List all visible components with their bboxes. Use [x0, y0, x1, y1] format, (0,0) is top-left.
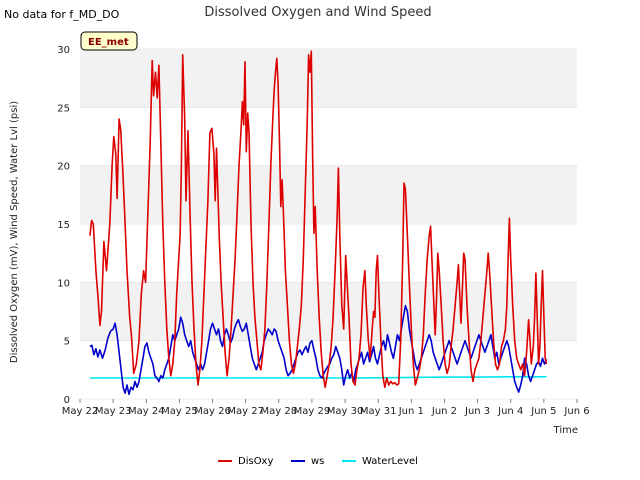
- x-tick-label: May 31: [360, 406, 397, 417]
- background-bands: [80, 49, 577, 341]
- ee-met-badge: EE_met: [80, 31, 138, 51]
- x-tick-label: Jun 3: [464, 406, 490, 417]
- series-line-disoxy: [89, 50, 548, 389]
- y-tick-label: 0: [64, 395, 70, 406]
- legend-label: WaterLevel: [362, 456, 418, 467]
- x-tick-label: May 24: [128, 406, 165, 417]
- x-tick-label: May 28: [261, 406, 298, 417]
- x-tick-label: May 25: [161, 406, 198, 417]
- y-axis-label: Dissolved Oxygen (mV), Wind Speed, Water…: [9, 101, 20, 363]
- legend-label: ws: [311, 456, 324, 467]
- no-data-note: No data for f_MD_DO: [4, 8, 120, 21]
- x-tick-label: Jun 5: [530, 406, 556, 417]
- background-band: [80, 282, 577, 341]
- x-tick-label: May 26: [194, 406, 231, 417]
- y-tick-label: 10: [57, 278, 70, 289]
- background-band: [80, 165, 577, 224]
- badge-box: [80, 31, 138, 51]
- series-layer: [89, 50, 548, 396]
- x-tick-label: Jun 1: [398, 406, 424, 417]
- gridlines: [80, 48, 577, 400]
- series-line-waterlevel: [89, 376, 547, 379]
- badge-label: EE_met: [88, 37, 129, 48]
- y-tick-label: 15: [57, 220, 70, 231]
- y-tick-label: 25: [57, 103, 70, 114]
- x-tick-label: Jun 4: [497, 406, 523, 417]
- x-axis-label: Time: [553, 425, 578, 436]
- x-tick-label: May 30: [327, 406, 364, 417]
- x-tick-label: May 23: [95, 406, 132, 417]
- legend: DisOxy ws WaterLevel: [218, 456, 418, 467]
- y-axis-ticks: 0 5 10 15 20 25 30: [57, 45, 70, 406]
- legend-label: DisOxy: [238, 456, 273, 467]
- x-tick-label: Jun 6: [563, 406, 589, 417]
- chart-title: Dissolved Oxygen and Wind Speed: [204, 5, 431, 20]
- y-tick-label: 20: [57, 162, 70, 173]
- x-tick-label: Jun 2: [431, 406, 457, 417]
- y-tick-label: 30: [57, 45, 70, 56]
- background-band: [80, 49, 577, 108]
- x-tick-label: May 22: [62, 406, 99, 417]
- y-tick-label: 5: [64, 337, 70, 348]
- x-tick-label: May 27: [227, 406, 264, 417]
- x-tick-label: May 29: [294, 406, 331, 417]
